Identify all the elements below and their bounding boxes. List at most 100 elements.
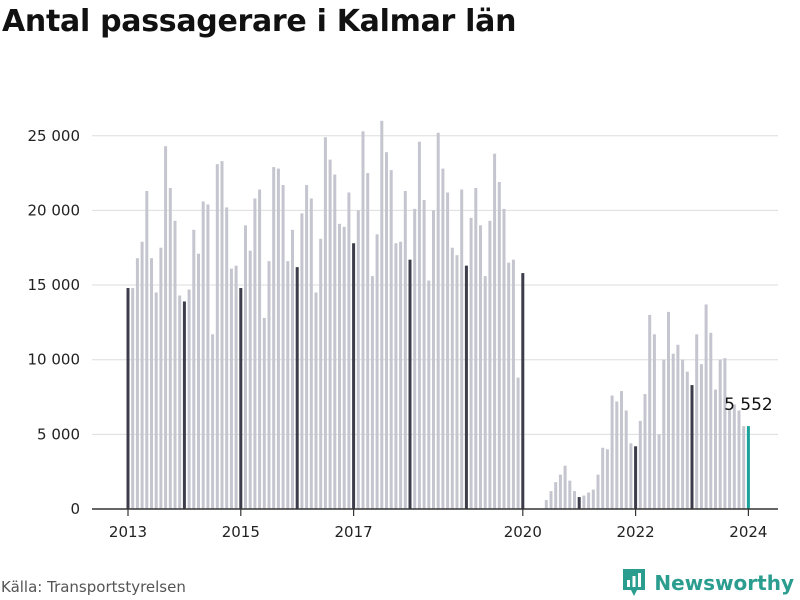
bar <box>150 258 153 509</box>
bar <box>131 288 135 509</box>
bar <box>620 391 623 509</box>
bar <box>422 199 426 509</box>
bar <box>446 192 450 509</box>
bar <box>479 225 482 509</box>
bar <box>253 198 257 509</box>
bar <box>558 474 562 509</box>
bar <box>295 267 299 509</box>
bar <box>643 394 647 509</box>
bar <box>610 395 614 509</box>
x-tick-label: 2015 <box>222 523 260 541</box>
labels: 0 5 000 10 000 15 000 20 000 25 000 2013 2015 20… <box>28 127 773 541</box>
bar <box>206 204 210 510</box>
bar <box>483 276 487 509</box>
bar <box>704 304 708 509</box>
bar <box>554 482 558 509</box>
x-tick-label: 2020 <box>504 523 542 541</box>
bar <box>338 223 341 509</box>
bar <box>333 174 337 509</box>
bar <box>671 353 675 509</box>
bar <box>577 497 581 509</box>
bar <box>220 161 224 510</box>
bar <box>201 201 205 509</box>
bar <box>629 443 633 509</box>
source-note: Källa: Transportstyrelsen <box>1 578 186 596</box>
bar <box>591 489 595 509</box>
bar <box>652 334 656 509</box>
bar <box>319 238 323 509</box>
bar <box>455 255 459 509</box>
bar <box>385 152 388 509</box>
bar <box>676 344 680 509</box>
bar <box>516 377 520 509</box>
bar <box>272 167 276 509</box>
bar <box>215 164 219 509</box>
y-tick-label: 0 <box>70 500 80 518</box>
bar <box>135 258 139 509</box>
bar <box>352 243 356 509</box>
bar <box>737 410 741 509</box>
bar <box>714 389 717 509</box>
brand-name: Newsworthy <box>654 571 794 595</box>
bar <box>493 153 497 509</box>
bar <box>323 137 327 510</box>
bar <box>187 289 191 509</box>
bar <box>497 182 501 509</box>
bar <box>225 207 229 509</box>
bar <box>469 217 473 510</box>
bar <box>718 359 722 509</box>
bar <box>690 385 694 509</box>
bar <box>742 426 746 509</box>
bar <box>441 168 445 509</box>
bar <box>596 474 600 509</box>
chart-title: Antal passagerare i Kalmar län <box>2 4 517 39</box>
bar <box>549 491 553 509</box>
bar <box>746 426 750 509</box>
x-tick-label: 2022 <box>617 523 655 541</box>
bar <box>417 141 421 510</box>
bar <box>408 259 412 509</box>
y-tick-label: 25 000 <box>28 127 81 145</box>
bar <box>544 500 548 509</box>
bar <box>601 447 605 509</box>
y-tick-label: 10 000 <box>28 351 81 369</box>
bar <box>267 261 271 509</box>
bar <box>511 259 515 509</box>
bar <box>276 168 280 509</box>
bar <box>427 280 431 509</box>
bar <box>624 410 628 509</box>
bar <box>154 292 158 509</box>
bar <box>291 229 294 509</box>
data-label: 5 552 <box>724 395 773 415</box>
x-tick-label: 2013 <box>109 523 147 541</box>
bar <box>634 446 638 509</box>
bar <box>563 465 567 509</box>
bar <box>244 225 247 509</box>
bar <box>436 132 440 509</box>
axes <box>92 508 778 516</box>
newsworthy-logo-icon <box>623 569 646 596</box>
bar <box>356 210 360 509</box>
bar <box>375 234 379 509</box>
bar <box>178 295 182 509</box>
bar <box>394 243 398 509</box>
bar <box>568 480 572 509</box>
bar <box>464 265 468 509</box>
bar <box>286 261 290 509</box>
bar <box>342 226 346 509</box>
bar <box>582 495 586 509</box>
y-tick-label: 5 000 <box>37 425 80 443</box>
bar <box>605 449 609 509</box>
bar <box>361 131 365 509</box>
bar <box>192 229 196 509</box>
x-tick-label: 2017 <box>335 523 373 541</box>
bar <box>732 404 736 509</box>
bar <box>248 250 252 509</box>
bar <box>728 408 732 509</box>
bar <box>460 189 464 510</box>
bar <box>521 273 525 509</box>
bar <box>182 301 186 509</box>
bar <box>699 364 703 509</box>
bar <box>281 185 285 510</box>
y-tick-label: 20 000 <box>28 201 81 219</box>
